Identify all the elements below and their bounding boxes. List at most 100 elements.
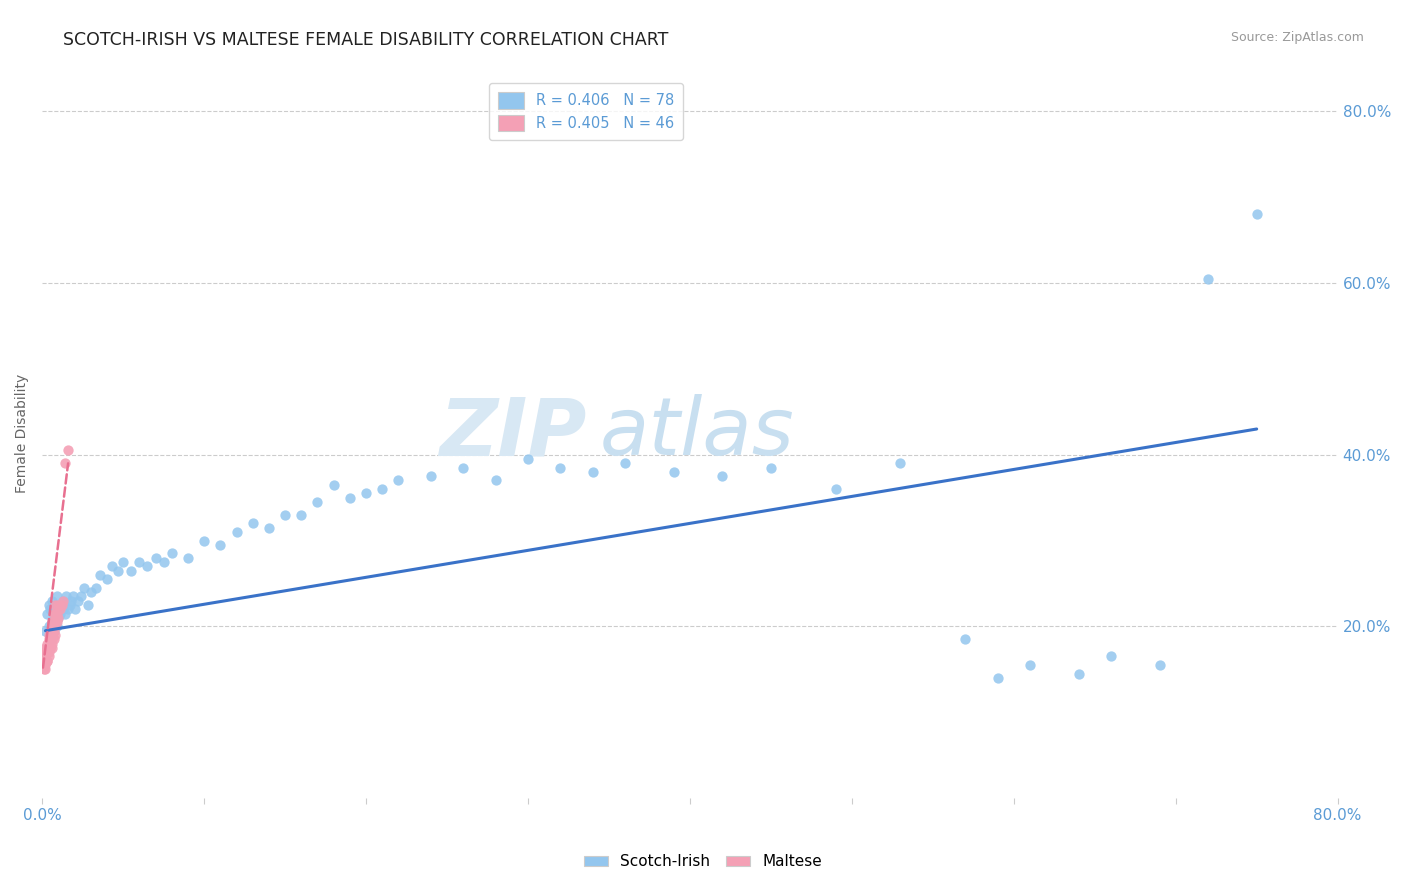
Text: Source: ZipAtlas.com: Source: ZipAtlas.com: [1230, 31, 1364, 45]
Point: [34, 640, 56, 655]
Point: [41, 615, 63, 629]
Point: [76, 598, 98, 612]
Point: [32, 645, 55, 659]
Point: [45, 615, 67, 629]
Point: [41, 636, 63, 650]
Point: [987, 671, 1010, 685]
Point: [73, 581, 96, 595]
Point: [53, 607, 76, 621]
Point: [38, 628, 60, 642]
Point: [34, 654, 56, 668]
Point: [48, 611, 70, 625]
Text: ZIP: ZIP: [439, 394, 586, 472]
Point: [51, 598, 73, 612]
Point: [1099, 649, 1122, 664]
Point: [112, 555, 135, 569]
Point: [451, 460, 474, 475]
Point: [59, 598, 82, 612]
Point: [128, 555, 150, 569]
Point: [290, 508, 312, 522]
Point: [517, 452, 540, 467]
Point: [339, 491, 361, 505]
Point: [711, 469, 734, 483]
Point: [42, 624, 65, 638]
Point: [32, 662, 55, 676]
Point: [39, 632, 62, 647]
Point: [45, 590, 67, 604]
Point: [614, 456, 637, 470]
Point: [44, 628, 66, 642]
Point: [136, 559, 159, 574]
Point: [66, 593, 89, 607]
Point: [41, 615, 63, 629]
Legend: R = 0.406   N = 78, R = 0.405   N = 46: R = 0.406 N = 78, R = 0.405 N = 46: [489, 83, 683, 140]
Point: [34, 645, 56, 659]
Point: [354, 486, 377, 500]
Point: [307, 495, 329, 509]
Text: atlas: atlas: [599, 394, 794, 472]
Legend: Scotch-Irish, Maltese: Scotch-Irish, Maltese: [578, 848, 828, 875]
Point: [34, 658, 56, 673]
Point: [193, 533, 215, 548]
Point: [49, 607, 72, 621]
Point: [32, 649, 55, 664]
Point: [1019, 658, 1042, 673]
Point: [107, 564, 129, 578]
Point: [52, 593, 75, 607]
Point: [34, 662, 56, 676]
Point: [38, 632, 60, 647]
Point: [387, 474, 409, 488]
Point: [160, 546, 183, 560]
Point: [32, 658, 55, 673]
Point: [209, 538, 232, 552]
Point: [662, 465, 685, 479]
Point: [42, 632, 65, 647]
Point: [889, 456, 911, 470]
Point: [1246, 207, 1268, 221]
Point: [41, 624, 63, 638]
Point: [484, 474, 506, 488]
Point: [42, 624, 65, 638]
Point: [39, 624, 62, 638]
Point: [550, 460, 572, 475]
Point: [41, 640, 63, 655]
Point: [120, 564, 142, 578]
Point: [45, 607, 67, 621]
Point: [953, 632, 976, 647]
Point: [32, 658, 55, 673]
Point: [44, 619, 66, 633]
Point: [38, 598, 60, 612]
Point: [44, 607, 66, 621]
Point: [52, 593, 75, 607]
Point: [48, 598, 70, 612]
Point: [44, 607, 66, 621]
Point: [419, 469, 441, 483]
Point: [80, 585, 103, 599]
Point: [48, 611, 70, 625]
Point: [51, 598, 73, 612]
Point: [39, 602, 62, 616]
Y-axis label: Female Disability: Female Disability: [15, 374, 30, 493]
Point: [322, 477, 344, 491]
Point: [145, 550, 167, 565]
Point: [56, 443, 79, 458]
Point: [41, 593, 63, 607]
Point: [38, 640, 60, 655]
Point: [60, 593, 83, 607]
Point: [41, 632, 63, 647]
Point: [35, 654, 58, 668]
Point: [63, 602, 86, 616]
Point: [84, 581, 107, 595]
Point: [35, 636, 58, 650]
Point: [35, 640, 58, 655]
Point: [225, 524, 247, 539]
Point: [39, 640, 62, 655]
Point: [89, 568, 111, 582]
Point: [35, 607, 58, 621]
Point: [39, 640, 62, 655]
Point: [35, 645, 58, 659]
Point: [38, 649, 60, 664]
Text: SCOTCH-IRISH VS MALTESE FEMALE DISABILITY CORRELATION CHART: SCOTCH-IRISH VS MALTESE FEMALE DISABILIT…: [63, 31, 669, 49]
Point: [582, 465, 605, 479]
Point: [242, 516, 264, 531]
